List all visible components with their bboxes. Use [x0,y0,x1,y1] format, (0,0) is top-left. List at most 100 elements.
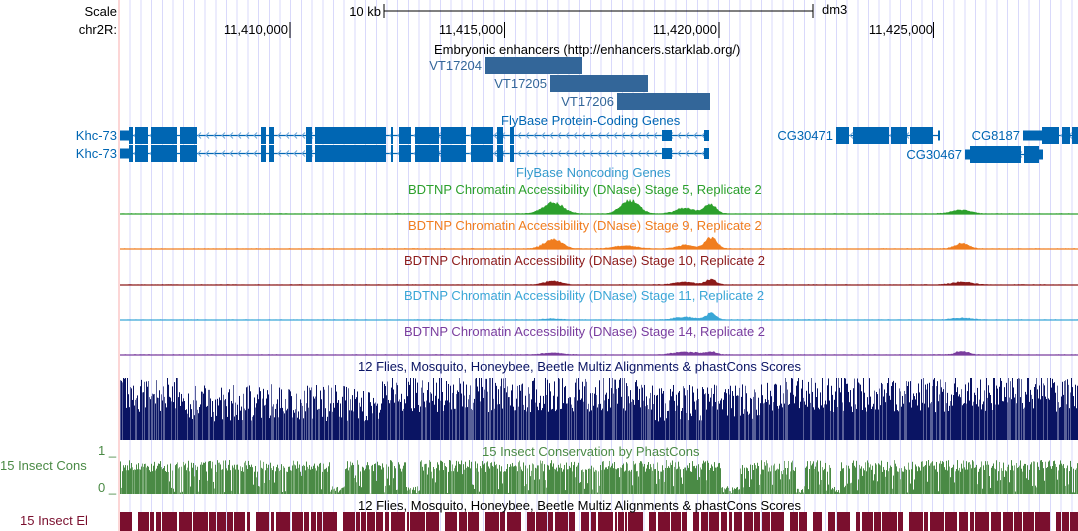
cons-bar [742,465,743,494]
elements-side-label[interactable]: 15 Insect El [20,513,88,528]
cons-bar [753,470,754,494]
cons-bar [610,467,611,494]
track-title-enhancers[interactable]: Embryonic enhancers (http://enhancers.st… [434,42,741,57]
cons-bar [708,462,709,494]
cons-bar [812,463,813,494]
strand-arrow-icon [693,132,698,139]
multiz-bar [783,393,784,440]
track-title-noncoding[interactable]: FlyBase Noncoding Genes [516,165,671,180]
cons-bar [264,482,265,494]
gene-label[interactable]: CG30467 [906,147,962,162]
multiz-bar [899,388,900,440]
enhancer-label[interactable]: VT17205 [494,76,547,91]
cons-bar [417,486,418,494]
cons-bar [991,467,992,494]
cons-bar [998,471,999,494]
cons-bar [289,466,290,494]
multiz-bar [221,387,222,440]
multiz-bar [566,403,567,440]
cons-bar [364,470,365,494]
multiz-bar [903,403,904,440]
multiz-bar [211,416,212,440]
khc73-exon [120,148,129,159]
cons-bar [208,461,209,494]
cons-bar [661,471,662,494]
cons-bar [181,466,182,494]
cons-bar [613,468,614,494]
multiz-bar [850,390,851,440]
multiz-bar [667,411,668,440]
cons-bar [763,469,764,494]
track-title-dnase[interactable]: BDTNP Chromatin Accessibility (DNase) St… [404,253,766,268]
multiz-bar [1032,398,1033,440]
cons-bar [870,464,871,494]
multiz-bar [928,407,929,440]
cons-bar [743,487,744,494]
cons-bar [217,460,218,494]
multiz-bar [666,418,667,440]
cons-bar [258,486,259,494]
cons-bar [551,460,552,494]
multiz-bar [778,408,779,440]
cons-bar [755,465,756,494]
multiz-bar [738,395,739,440]
gene-label[interactable]: CG30471 [777,128,833,143]
strand-arrow-icon [221,132,226,139]
track-title-multiz[interactable]: 12 Flies, Mosquito, Honeybee, Beetle Mul… [358,359,801,374]
multiz-bar [285,398,286,440]
multiz-bar [712,406,713,440]
gene-label[interactable]: Khc-73 [75,146,117,161]
enhancer-label[interactable]: VT17204 [429,58,482,73]
cons-bar [747,468,748,494]
multiz-bar [245,410,246,440]
track-title-genes[interactable]: FlyBase Protein-Coding Genes [501,113,681,128]
cons-bar [478,471,479,494]
multiz-bar [250,391,251,440]
cons-bar [1005,470,1006,494]
track-title-dnase[interactable]: BDTNP Chromatin Accessibility (DNase) St… [404,288,765,303]
enhancer-label[interactable]: VT17206 [561,94,614,109]
multiz-bar [299,419,300,440]
multiz-bar [212,401,213,440]
cons-side-label[interactable]: 15 Insect Cons [0,458,87,473]
multiz-bar [980,379,981,440]
track-title-cons[interactable]: 15 Insect Conservation by PhastCons [482,444,700,459]
cons-bar [853,460,854,494]
cons-bar [359,485,360,494]
track-title-elements[interactable]: 12 Flies, Mosquito, Honeybee, Beetle Mul… [358,498,801,513]
cons-bar [357,460,358,494]
cons-bar [1024,463,1025,494]
conserved-element [682,512,687,531]
cons-bar [278,468,279,494]
cons-bar [422,466,423,494]
cons-bar [647,464,648,494]
conserved-element [385,512,389,531]
track-title-dnase[interactable]: BDTNP Chromatin Accessibility (DNase) St… [408,182,762,197]
multiz-bar [601,410,602,440]
multiz-bar [375,402,376,440]
cons-bar [1050,466,1051,494]
cons-bar [595,469,596,494]
cons-bar [426,463,427,494]
cons-bar [773,465,774,494]
track-title-dnase[interactable]: BDTNP Chromatin Accessibility (DNase) St… [408,218,762,233]
multiz-bar [195,385,196,440]
cons-bar [352,462,353,494]
cons-bar [363,467,364,494]
cons-bar [341,488,342,494]
cons-bar [207,480,208,494]
cons-bar [576,466,577,494]
cons-bar [531,470,532,494]
gene-label[interactable]: Khc-73 [75,128,117,143]
strand-arrow-icon [525,150,530,157]
cons-bar [475,461,476,494]
track-title-dnase[interactable]: BDTNP Chromatin Accessibility (DNase) St… [404,324,766,339]
multiz-bar [236,414,237,440]
cons-bar [888,471,889,494]
multiz-bar [618,387,619,440]
multiz-bar [685,395,686,440]
gene-label[interactable]: CG8187 [971,128,1020,143]
multiz-bar [452,392,453,440]
multiz-bar [1008,378,1009,440]
